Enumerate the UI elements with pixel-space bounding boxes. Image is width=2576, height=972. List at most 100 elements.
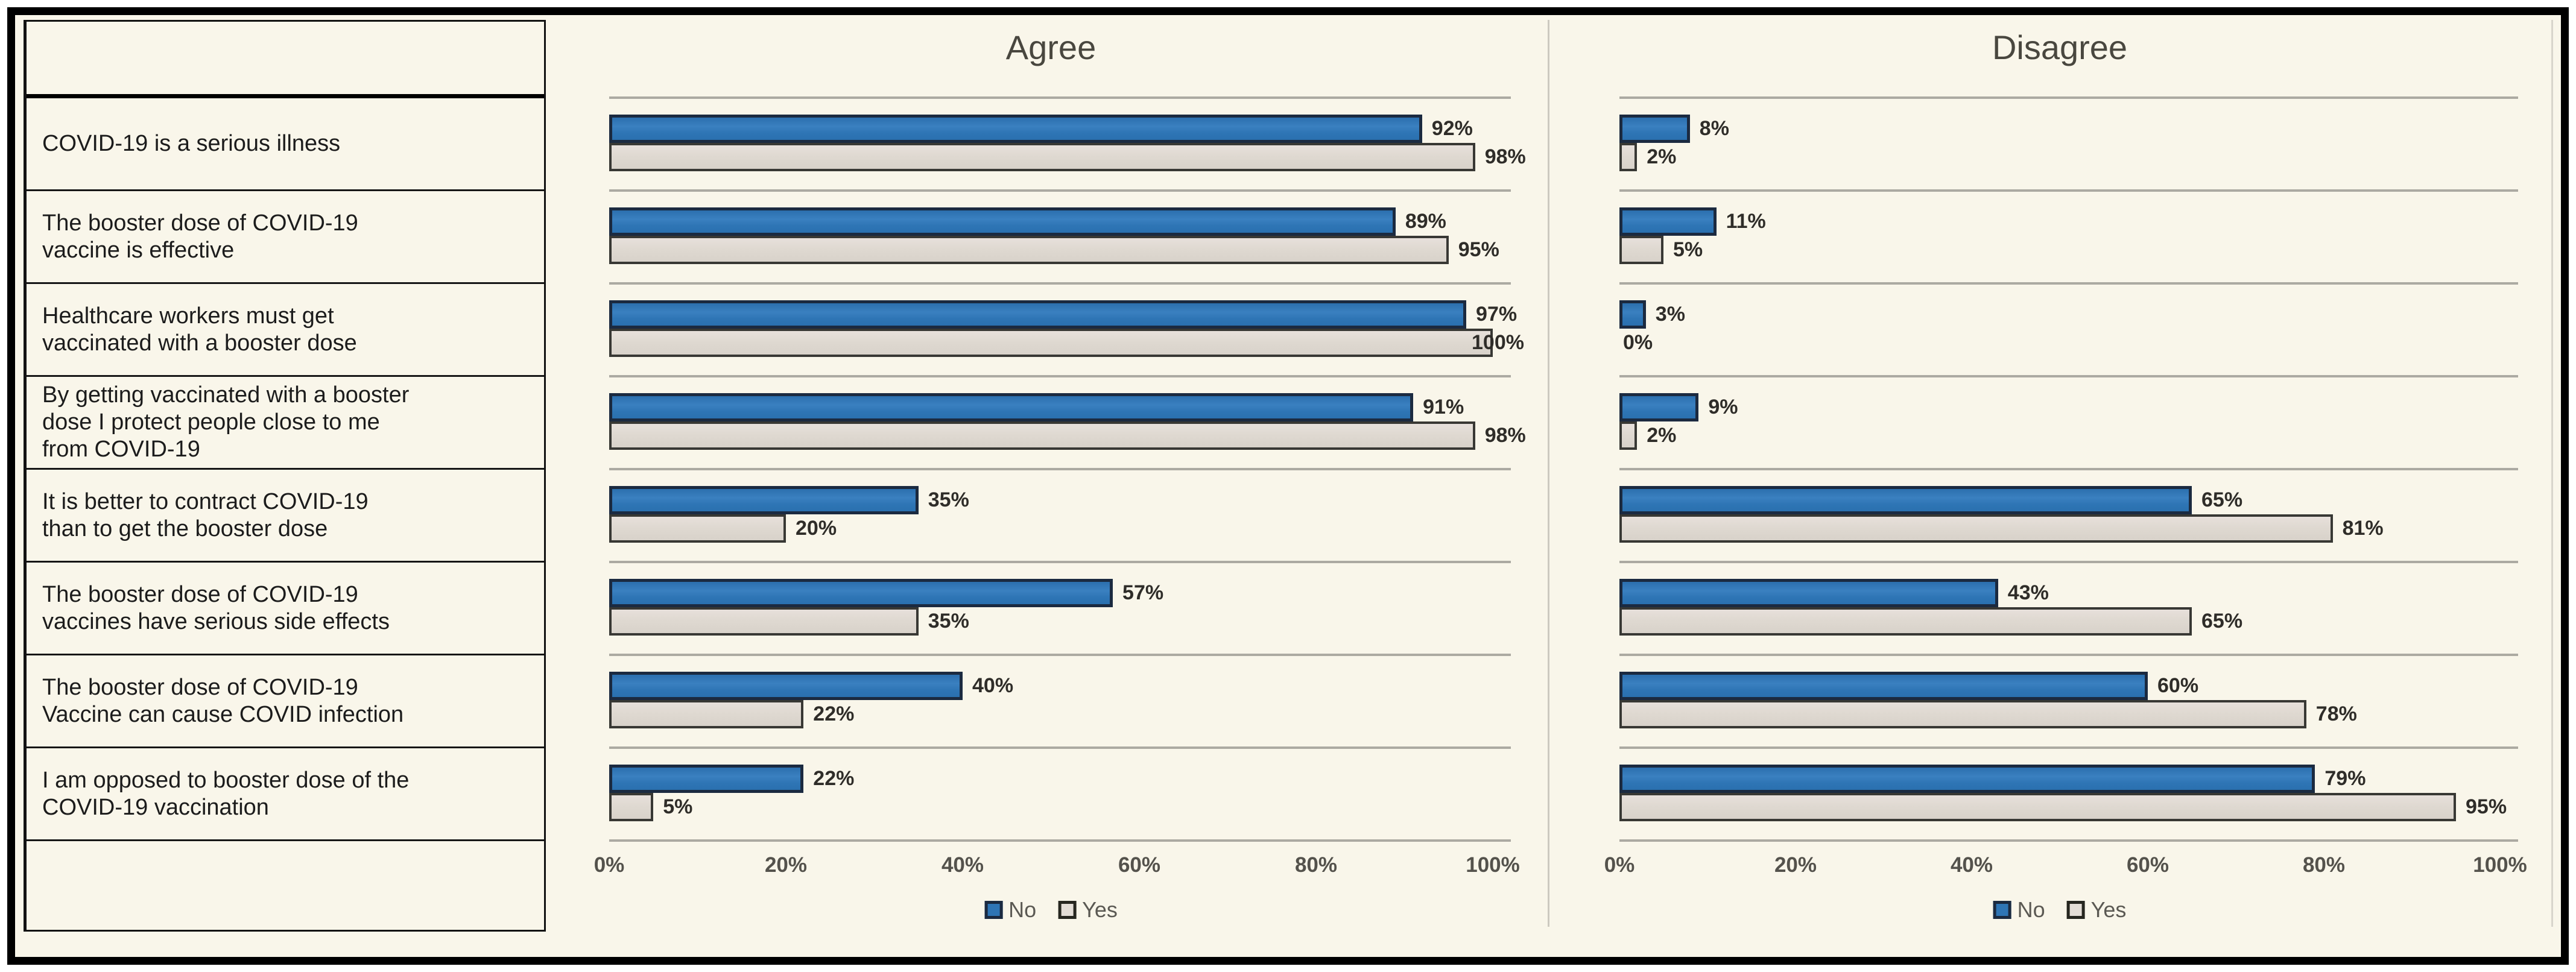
legend-swatch-no: [1993, 901, 2011, 919]
no-bar: [1619, 672, 2148, 700]
disagree-plot-area: 8% 2% 11% 5% 3% 0% 9% 2% 65% 81% 43% 65% 60% 78% 79% 95…: [1619, 15, 2518, 957]
no-bar: [609, 300, 1467, 329]
row-gridline: [1619, 654, 2518, 656]
bar-value-label: 57%: [1122, 581, 1164, 604]
no-bar: [1619, 393, 1699, 421]
bar-value-label: 3%: [1655, 303, 1685, 326]
no-bar: [609, 765, 804, 793]
yes-bar: [609, 514, 786, 543]
legend-label: No: [2017, 897, 2045, 922]
x-tick-label: 100%: [1466, 853, 1520, 877]
bar-value-label: 22%: [813, 702, 855, 725]
table-row: Healthcare workers must get vaccinated w…: [27, 284, 544, 377]
table-header-cell: [27, 22, 544, 98]
no-bar: [609, 115, 1422, 143]
agree-legend: No Yes: [984, 897, 1118, 923]
table-row: The booster dose of COVID-19 vaccines ha…: [27, 563, 544, 655]
outer-frame: COVID-19 is a serious illness The booster…: [7, 7, 2569, 965]
agree-chart-panel: Agree 92% 98% 89% 95% 97% 100% 91% 98% 35% 20% 57%…: [594, 15, 1526, 957]
legend-label: No: [1008, 897, 1037, 922]
bar-value-label: 20%: [796, 517, 837, 540]
legend-swatch-no: [984, 901, 1003, 919]
row-gridline: [609, 375, 1511, 377]
x-tick-label: 0%: [593, 853, 625, 877]
legend-item-yes: Yes: [1058, 897, 1118, 923]
row-gridline: [609, 746, 1511, 749]
bar-value-label: 65%: [2201, 488, 2243, 511]
bar-value-label: 95%: [1458, 238, 1499, 261]
yes-bar: [609, 329, 1493, 357]
bar-value-label: 95%: [2466, 795, 2507, 818]
table-row: The booster dose of COVID-19 Vaccine can…: [27, 655, 544, 748]
table-footer-cell: [27, 841, 544, 930]
bar-value-label: 9%: [1708, 396, 1738, 418]
no-bar: [609, 579, 1113, 607]
statement-label: Healthcare workers must get vaccinated w…: [42, 303, 357, 356]
yes-bar: [1619, 514, 2333, 543]
x-tick-label: 60%: [2126, 853, 2169, 877]
bar-value-label: 22%: [813, 767, 855, 790]
row-gridline: [1619, 468, 2518, 470]
yes-bar: [609, 700, 804, 728]
no-bar: [609, 486, 919, 514]
legend-item-no: No: [1993, 897, 2045, 923]
bar-value-label: 60%: [2157, 674, 2199, 697]
no-bar: [1619, 486, 2192, 514]
x-tick-label: 40%: [941, 853, 984, 877]
yes-bar: [1619, 143, 1638, 171]
bar-value-label: 2%: [1647, 145, 1677, 168]
bar-value-label: 92%: [1431, 117, 1473, 140]
x-tick-label: 20%: [1774, 853, 1817, 877]
bar-value-label: 100%: [1472, 331, 1524, 354]
row-gridline: [609, 96, 1511, 99]
row-gridline: [1619, 375, 2518, 377]
x-tick-label: 40%: [1950, 853, 1993, 877]
x-tick-label: 20%: [764, 853, 808, 877]
row-gridline: [1619, 561, 2518, 563]
yes-bar: [609, 143, 1475, 171]
no-bar: [1619, 207, 1717, 236]
bar-value-label: 35%: [928, 610, 969, 633]
x-tick-label: 100%: [2473, 853, 2527, 877]
legend-label: Yes: [1082, 897, 1118, 922]
row-gridline: [1619, 96, 2518, 99]
bar-value-label: 79%: [2324, 767, 2366, 790]
statement-label: The booster dose of COVID-19 vaccine is …: [42, 210, 358, 263]
row-gridline: [1619, 839, 2518, 842]
row-gridline: [609, 189, 1511, 192]
bar-value-label: 5%: [663, 795, 693, 818]
bar-value-label: 97%: [1476, 303, 1517, 326]
row-gridline: [609, 561, 1511, 563]
disagree-x-axis: 0% 20% 40% 60% 80% 100%: [1604, 853, 2527, 880]
bar-value-label: 78%: [2315, 702, 2357, 725]
table-row: It is better to contract COVID-19 than t…: [27, 470, 544, 563]
bar-value-label: 8%: [1699, 117, 1729, 140]
bar-value-label: 11%: [1726, 210, 1766, 233]
legend-swatch-yes: [1058, 901, 1077, 919]
disagree-legend: No Yes: [1993, 897, 2127, 923]
statement-label: By getting vaccinated with a booster dos…: [42, 382, 410, 462]
yes-bar: [1619, 236, 1663, 264]
bar-value-label: 40%: [972, 674, 1014, 697]
disagree-chart-panel: Disagree 8% 2% 11% 5% 3% 0% 9% 2% 65% 81% 43% 65% 60…: [1604, 15, 2527, 957]
bar-value-label: 91%: [1423, 396, 1464, 418]
bar-value-label: 65%: [2201, 610, 2243, 633]
row-gridline: [1619, 282, 2518, 285]
panel-divider-line: [1548, 20, 1549, 927]
table-row: COVID-19 is a serious illness: [27, 98, 544, 191]
bar-value-label: 2%: [1647, 424, 1677, 447]
no-bar: [1619, 300, 1646, 329]
yes-bar: [609, 607, 919, 636]
legend-label: Yes: [2090, 897, 2127, 922]
statement-label: The booster dose of COVID-19 Vaccine can…: [42, 674, 404, 727]
agree-plot-area: 92% 98% 89% 95% 97% 100% 91% 98% 35% 20% 57% 35% 40%…: [609, 15, 1526, 957]
no-bar: [1619, 579, 1998, 607]
row-gridline: [1619, 189, 2518, 192]
bar-value-label: 98%: [1484, 145, 1526, 168]
yes-bar: [1619, 700, 2306, 728]
yes-bar: [1619, 793, 2456, 821]
x-tick-label: 60%: [1118, 853, 1161, 877]
no-bar: [609, 393, 1414, 421]
yes-bar: [609, 793, 654, 821]
